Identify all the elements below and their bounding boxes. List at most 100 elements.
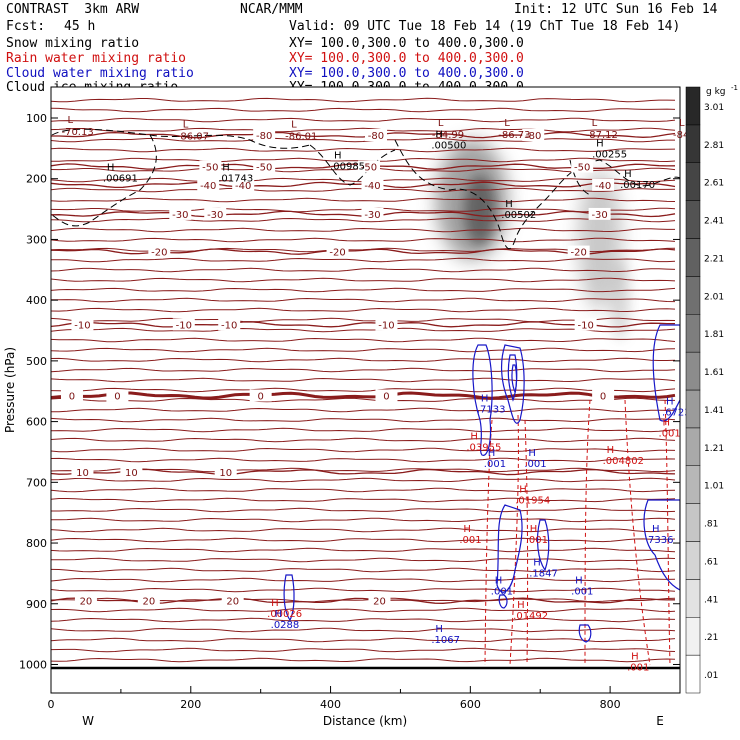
isotherm-label-bg <box>253 160 276 173</box>
low-marker: L <box>679 118 685 129</box>
isotherm-label-bg <box>148 245 171 258</box>
isotherm-label: -30 <box>364 210 380 221</box>
pressure-contour <box>51 137 675 143</box>
rain-contour-1 <box>484 419 493 666</box>
isotherm-label: -40 <box>200 181 216 192</box>
pressure-contour <box>51 97 676 103</box>
cloud-water-contours <box>283 324 680 643</box>
isotherm-label: 0 <box>69 391 75 402</box>
pressure-contour <box>51 587 676 593</box>
low-value: -84.99 <box>432 130 464 141</box>
isotherm-label: -40 <box>595 181 611 192</box>
pressure-contour <box>51 317 676 323</box>
isotherm-label-bg <box>204 207 227 220</box>
pressure-contour <box>51 397 675 403</box>
cloud-water-tower-3 <box>496 504 523 593</box>
pressure-contour <box>51 347 676 353</box>
snow-max-marker: H <box>596 138 604 149</box>
pressure-contour <box>51 287 676 293</box>
center-title: NCAR/MMM <box>240 2 303 17</box>
pressure-contour <box>51 107 676 113</box>
cloudwater-max-value: .1067 <box>431 635 460 646</box>
isotherm-label-bg <box>592 389 615 402</box>
snow-max-marker: H <box>222 163 230 174</box>
cloudwater-max-marker: H <box>528 448 536 459</box>
isotherm-label-bg <box>232 178 255 191</box>
low-marker: L <box>183 120 189 131</box>
cloud-water-east-lower <box>643 499 680 591</box>
isotherm-label-bg <box>361 207 384 220</box>
isotherm-0 <box>51 391 676 400</box>
low-value: -70.13 <box>61 127 93 138</box>
low-value: -87.12 <box>586 130 618 141</box>
fcst-value: 45 h <box>64 19 96 34</box>
colorbar-swatch <box>685 654 701 694</box>
pressure-contour <box>51 407 676 413</box>
x-tick-label: 400 <box>320 698 341 711</box>
cloudwater-max-value: 7336 <box>648 535 673 546</box>
pressure-contour <box>51 527 676 533</box>
low-marker: L <box>592 118 598 129</box>
pressure-contour <box>51 577 676 583</box>
isotherm-label-bg <box>571 160 594 173</box>
legend-snow-name: Snow mixing ratio <box>6 36 140 51</box>
cloudwater-max-marker: H <box>481 393 489 404</box>
cloudwater-max-value: .001 <box>491 587 513 598</box>
colorbar-label: .41 <box>704 595 718 605</box>
rain-max-value: .01492 <box>513 611 548 622</box>
pressure-contour <box>51 637 676 643</box>
isotherm-label: -20 <box>329 248 345 259</box>
cloud-water-small-1 <box>283 574 295 622</box>
isotherm-label: -30 <box>207 210 223 221</box>
distance-axis: 0 200 400 600 800 <box>48 686 621 711</box>
cloud-water-tower-1 <box>472 344 493 456</box>
isotherm-label: 20 <box>142 597 155 608</box>
snow-max-marker: H <box>435 129 443 140</box>
colorbar-label: 2.21 <box>704 254 724 264</box>
colorbar-swatch <box>685 465 701 504</box>
isotherm-label: -50 <box>361 163 377 174</box>
isotherm-label-bg <box>357 160 380 173</box>
pressure-contour <box>51 457 676 463</box>
x-tick-label: 800 <box>600 698 621 711</box>
isotherm-label-bg <box>375 318 398 331</box>
isotherm-label-bg <box>361 178 384 191</box>
isotherm-label-bg <box>364 129 387 142</box>
x-tick-label: 600 <box>460 698 481 711</box>
cloud-water-small-2 <box>578 624 592 643</box>
y-tick-label: 100 <box>26 112 47 125</box>
isotherm-label: 20 <box>80 597 93 608</box>
rain-max-value: .001 <box>627 662 649 673</box>
snow-max-value: .00502 <box>501 210 536 221</box>
pressure-contour <box>51 547 676 553</box>
isotherm-label: 10 <box>76 468 89 479</box>
isotherm-label-bg <box>368 594 391 607</box>
colorbar-swatch <box>685 124 701 163</box>
pressure-contour <box>51 357 676 363</box>
rain-max-value: .004802 <box>603 456 644 467</box>
cloud-water-east <box>652 324 680 422</box>
isotherm-label-bg <box>249 389 272 402</box>
isotherm-label-bg <box>197 178 220 191</box>
east-label: E <box>656 714 664 728</box>
init-time: Init: 12 UTC Sun 16 Feb 14 <box>514 2 718 17</box>
model-title: CONTRAST 3km ARW <box>6 2 140 17</box>
isotherm-label-bg <box>172 318 195 331</box>
x-tick-label: 0 <box>48 698 55 711</box>
x-tick-label: 200 <box>180 698 201 711</box>
cloudwater-max-value: .7133 <box>477 404 506 415</box>
pressure-contour <box>51 507 676 513</box>
colorbar-unit: g kg <box>706 87 726 97</box>
cloudwater-max-marker: H <box>575 576 583 587</box>
pressure-contour <box>51 627 676 633</box>
isotherm-label-bg <box>106 389 129 402</box>
snow-max-marker: H <box>107 163 115 174</box>
isotherm-label: -40 <box>364 181 380 192</box>
pressure-contour <box>51 197 676 203</box>
colorbar: .01 .21 .41 .61 .81 1.01 1.21 1.41 1.61 1.81 2.01 2… <box>685 86 724 694</box>
rain-max-marker: H <box>271 598 279 609</box>
cloudwater-max-marker: H <box>666 396 674 407</box>
rain-contour-4 <box>584 399 591 666</box>
pressure-contour <box>51 557 676 563</box>
isotherm-label-bg <box>60 389 83 402</box>
